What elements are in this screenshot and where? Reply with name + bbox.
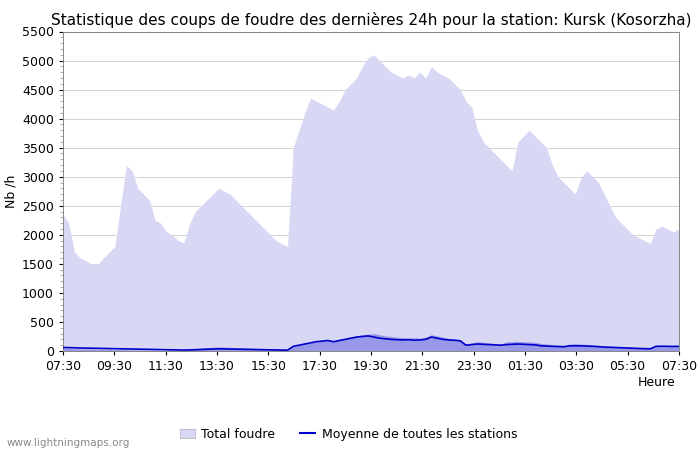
Text: www.lightningmaps.org: www.lightningmaps.org	[7, 438, 130, 448]
Y-axis label: Nb /h: Nb /h	[5, 175, 18, 208]
Text: Heure: Heure	[638, 376, 676, 389]
Title: Statistique des coups de foudre des dernières 24h pour la station: Kursk (Kosorz: Statistique des coups de foudre des dern…	[50, 12, 692, 27]
